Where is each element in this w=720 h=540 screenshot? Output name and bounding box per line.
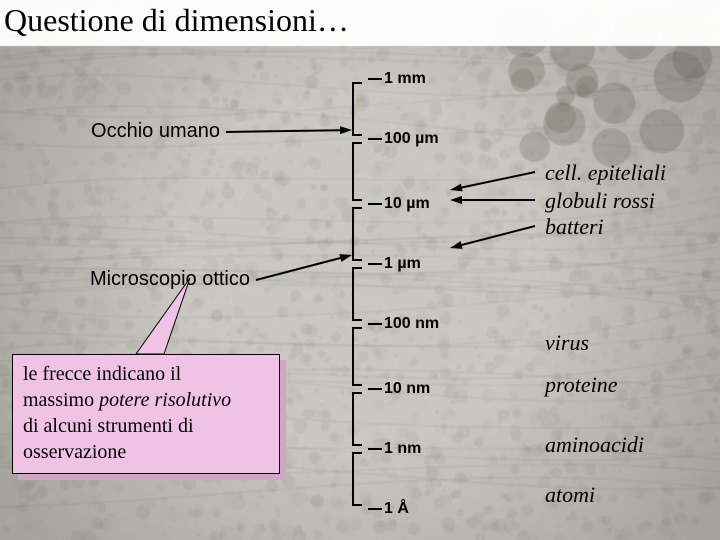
stage: Questione di dimensioni… 1 mm100 µm10 µm… bbox=[0, 0, 720, 540]
callout-pointer bbox=[0, 0, 720, 540]
